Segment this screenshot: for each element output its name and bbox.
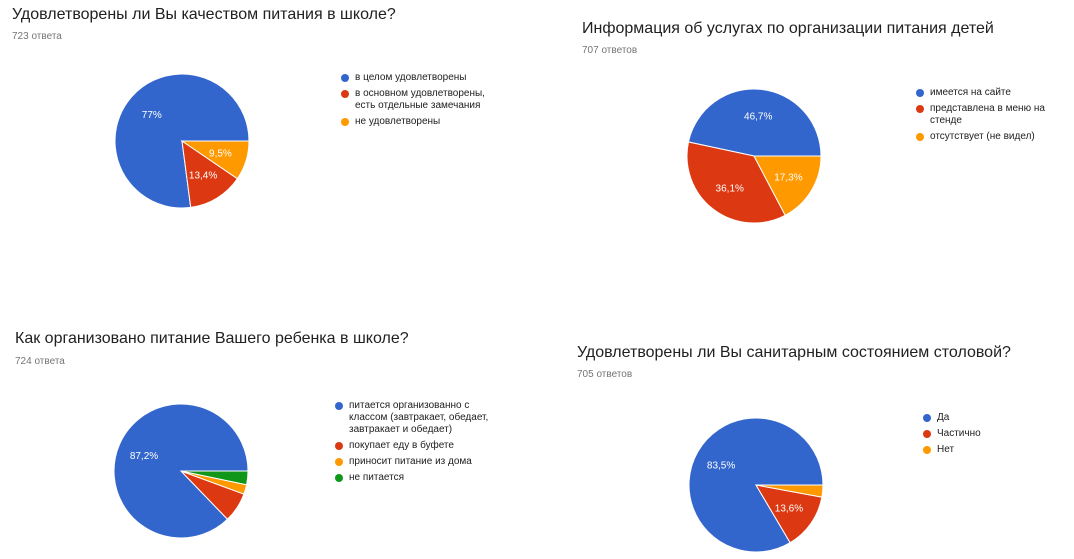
- legend-label: в целом удовлетворены: [355, 72, 467, 83]
- pie-slice[interactable]: [687, 88, 822, 157]
- legend-item[interactable]: имеется на сайте: [916, 87, 1074, 99]
- pie-slice[interactable]: [686, 141, 786, 224]
- response-count: 707 ответов: [582, 45, 638, 56]
- slice-label: 36,1%: [716, 184, 744, 195]
- pie-slice[interactable]: [180, 140, 250, 180]
- pie-slice[interactable]: [180, 470, 249, 486]
- legend-swatch: [923, 414, 931, 422]
- legend-swatch: [923, 430, 931, 438]
- slice-label: 13,4%: [189, 171, 217, 182]
- chart-legend: питается организованно с классом (завтра…: [335, 400, 505, 488]
- slice-label: 87,2%: [130, 451, 158, 462]
- legend-swatch: [341, 90, 349, 98]
- chart-title: Удовлетворены ли Вы санитарным состояние…: [577, 344, 1011, 361]
- legend-swatch: [335, 474, 343, 482]
- pie-slice[interactable]: [755, 484, 824, 498]
- legend-label: покупает еду в буфете: [349, 440, 454, 451]
- legend-label: имеется на сайте: [930, 87, 1011, 98]
- slice-label: 13,6%: [775, 504, 803, 515]
- pie-slice[interactable]: [114, 73, 250, 209]
- legend-swatch: [923, 446, 931, 454]
- legend-label: Да: [937, 412, 950, 423]
- chart-title: Как организовано питание Вашего ребенка …: [15, 330, 409, 347]
- legend-swatch: [916, 133, 924, 141]
- legend-label: в основном удовлетворены, есть отдельные…: [355, 88, 485, 111]
- legend-label: Частично: [937, 428, 981, 439]
- legend-label: Нет: [937, 444, 955, 455]
- legend-swatch: [341, 74, 349, 82]
- legend-item[interactable]: не удовлетворены: [341, 116, 506, 128]
- legend-item[interactable]: отсутствует (не видел): [916, 131, 1074, 143]
- chart-title: Удовлетворены ли Вы качеством питания в …: [12, 6, 396, 23]
- legend-label: приносит питание из дома: [349, 456, 472, 467]
- slice-label: 9,5%: [209, 148, 232, 159]
- legend-label: питается организованно с классом (завтра…: [349, 400, 489, 435]
- slice-label: 17,3%: [774, 172, 802, 183]
- slice-label: 83,5%: [707, 461, 735, 472]
- pie-chart: 46,7% 36,1% 17,3%: [686, 88, 822, 224]
- response-count: 724 ответа: [15, 356, 65, 367]
- chart-legend: Да Частично Нет: [923, 412, 1043, 460]
- legend-item[interactable]: Да: [923, 412, 1043, 424]
- legend-item[interactable]: представлена в меню на стенде: [916, 103, 1074, 127]
- chart-legend: имеется на сайте представлена в меню на …: [916, 87, 1074, 147]
- legend-item[interactable]: в целом удовлетворены: [341, 72, 506, 84]
- legend-swatch: [916, 105, 924, 113]
- legend-item[interactable]: покупает еду в буфете: [335, 440, 505, 452]
- slice-label: 46,7%: [744, 112, 772, 123]
- chart-panel-meal-organization: Как организовано питание Вашего ребенка …: [0, 280, 537, 559]
- legend-label: представлена в меню на стенде: [930, 103, 1045, 126]
- chart-panel-sanitary-condition: Удовлетворены ли Вы санитарным состояние…: [537, 280, 1074, 559]
- legend-swatch: [335, 402, 343, 410]
- legend-label: не удовлетворены: [355, 116, 441, 127]
- chart-legend: в целом удовлетворены в основном удовлет…: [341, 72, 506, 132]
- chart-panel-service-info: Информация об услугах по организации пит…: [537, 0, 1074, 280]
- legend-item[interactable]: Частично: [923, 428, 1043, 440]
- pie-chart: 77% 13,4% 9,5%: [114, 73, 250, 209]
- legend-swatch: [335, 442, 343, 450]
- legend-item[interactable]: не питается: [335, 472, 505, 484]
- legend-label: отсутствует (не видел): [930, 131, 1035, 142]
- legend-item[interactable]: питается организованно с классом (завтра…: [335, 400, 505, 436]
- pie-slice[interactable]: [753, 155, 822, 216]
- slice-label: 77%: [142, 110, 162, 121]
- pie-chart: 87,2%: [113, 403, 249, 539]
- chart-panel-food-quality: Удовлетворены ли Вы качеством питания в …: [0, 0, 537, 280]
- pie-slice[interactable]: [181, 139, 239, 208]
- response-count: 723 ответа: [12, 31, 62, 42]
- legend-item[interactable]: Нет: [923, 444, 1043, 456]
- legend-item[interactable]: приносит питание из дома: [335, 456, 505, 468]
- legend-item[interactable]: в основном удовлетворены, есть отдельные…: [341, 88, 506, 112]
- response-count: 705 ответов: [577, 369, 633, 380]
- legend-swatch: [335, 458, 343, 466]
- chart-title: Информация об услугах по организации пит…: [582, 20, 994, 37]
- pie-chart: 83,5% 13,6%: [688, 417, 824, 553]
- pie-slice[interactable]: [755, 484, 823, 544]
- legend-label: не питается: [349, 472, 405, 483]
- legend-swatch: [341, 118, 349, 126]
- legend-swatch: [916, 89, 924, 97]
